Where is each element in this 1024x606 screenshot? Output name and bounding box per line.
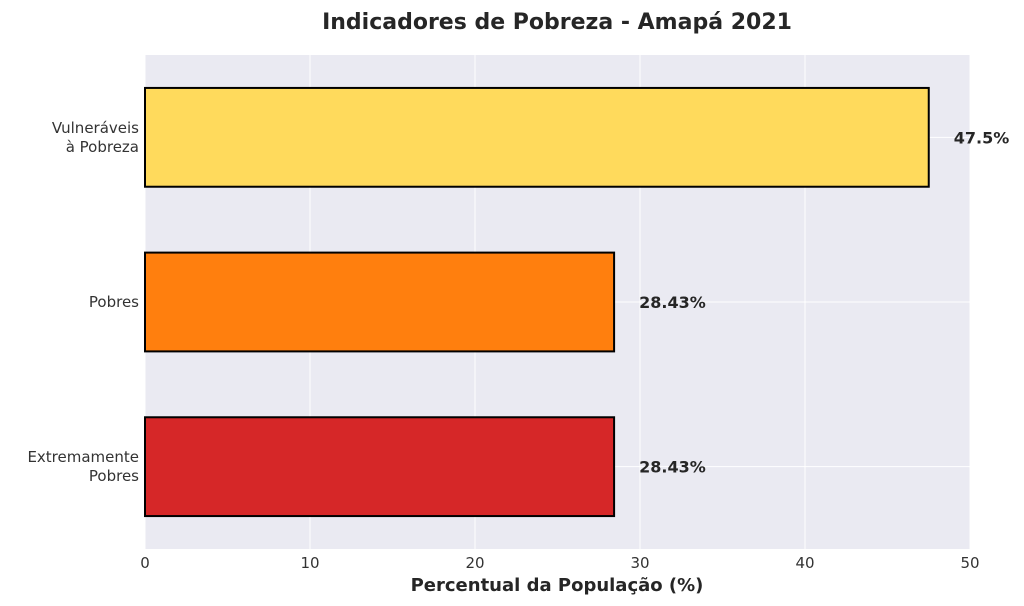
category-label: Extremamente Pobres: [27, 448, 139, 485]
x-tick-label: 20: [465, 554, 484, 572]
bars: [144, 86, 930, 518]
x-tick-label: 10: [300, 554, 319, 572]
x-tick-label: 0: [140, 554, 150, 572]
x-axis-label: Percentual da População (%): [411, 575, 704, 596]
x-tick-label: 30: [630, 554, 649, 572]
x-tick-labels: 0 10 20 30 40 50: [140, 554, 979, 572]
bar-value-label: 28.43%: [639, 458, 706, 477]
category-label: Pobres: [89, 293, 139, 311]
category-labels: Vulneráveis à Pobreza Pobres Extremamente Po…: [27, 119, 139, 485]
bar: [144, 416, 616, 518]
bar-value-label: 28.43%: [639, 293, 706, 312]
bar-value-label: 47.5%: [954, 128, 1010, 147]
x-tick-label: 40: [795, 554, 814, 572]
x-tick-label: 50: [960, 554, 979, 572]
bar: [144, 86, 930, 188]
bar: [144, 251, 616, 353]
chart-title: Indicadores de Pobreza - Amapá 2021: [322, 10, 792, 35]
value-labels: 47.5% 28.43% 28.43%: [639, 128, 1009, 476]
category-label: Vulneráveis à Pobreza: [52, 119, 139, 156]
